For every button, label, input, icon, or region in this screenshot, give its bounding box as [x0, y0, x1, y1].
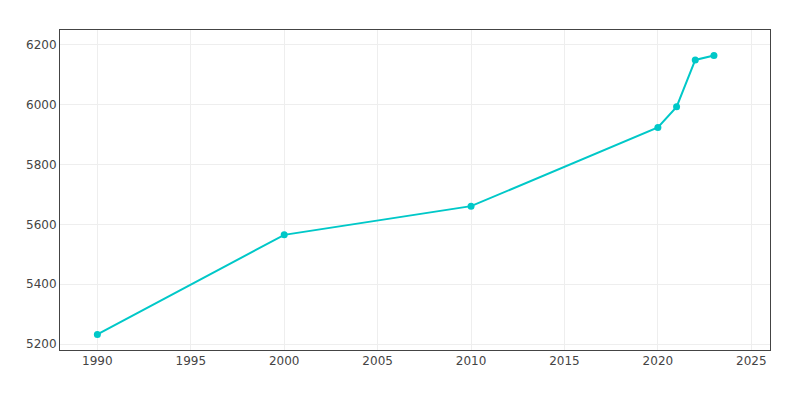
svg-text:5600: 5600 [26, 218, 57, 232]
svg-text:2020: 2020 [643, 354, 674, 368]
svg-text:2005: 2005 [362, 354, 393, 368]
svg-text:6200: 6200 [26, 38, 57, 52]
svg-text:6000: 6000 [26, 98, 57, 112]
svg-text:5400: 5400 [26, 277, 57, 291]
svg-text:2025: 2025 [736, 354, 767, 368]
svg-text:5200: 5200 [26, 337, 57, 351]
svg-text:2015: 2015 [549, 354, 580, 368]
svg-text:1990: 1990 [82, 354, 113, 368]
svg-text:5800: 5800 [26, 158, 57, 172]
svg-text:1995: 1995 [176, 354, 207, 368]
svg-text:2010: 2010 [456, 354, 487, 368]
svg-text:2000: 2000 [269, 354, 300, 368]
